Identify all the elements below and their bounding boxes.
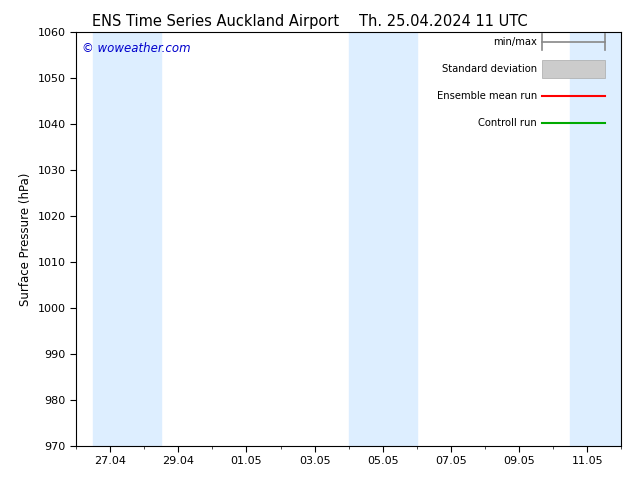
Y-axis label: Surface Pressure (hPa): Surface Pressure (hPa) bbox=[19, 172, 32, 306]
Bar bbox=[93, 32, 161, 446]
Text: min/max: min/max bbox=[493, 37, 537, 47]
Text: Ensemble mean run: Ensemble mean run bbox=[437, 91, 537, 101]
Text: Controll run: Controll run bbox=[478, 118, 537, 128]
Text: Standard deviation: Standard deviation bbox=[442, 64, 537, 74]
Text: Th. 25.04.2024 11 UTC: Th. 25.04.2024 11 UTC bbox=[359, 14, 528, 29]
Bar bbox=[570, 32, 628, 446]
Bar bbox=[349, 32, 417, 446]
Text: ENS Time Series Auckland Airport: ENS Time Series Auckland Airport bbox=[92, 14, 339, 29]
Text: © woweather.com: © woweather.com bbox=[82, 42, 190, 55]
FancyBboxPatch shape bbox=[542, 60, 605, 78]
